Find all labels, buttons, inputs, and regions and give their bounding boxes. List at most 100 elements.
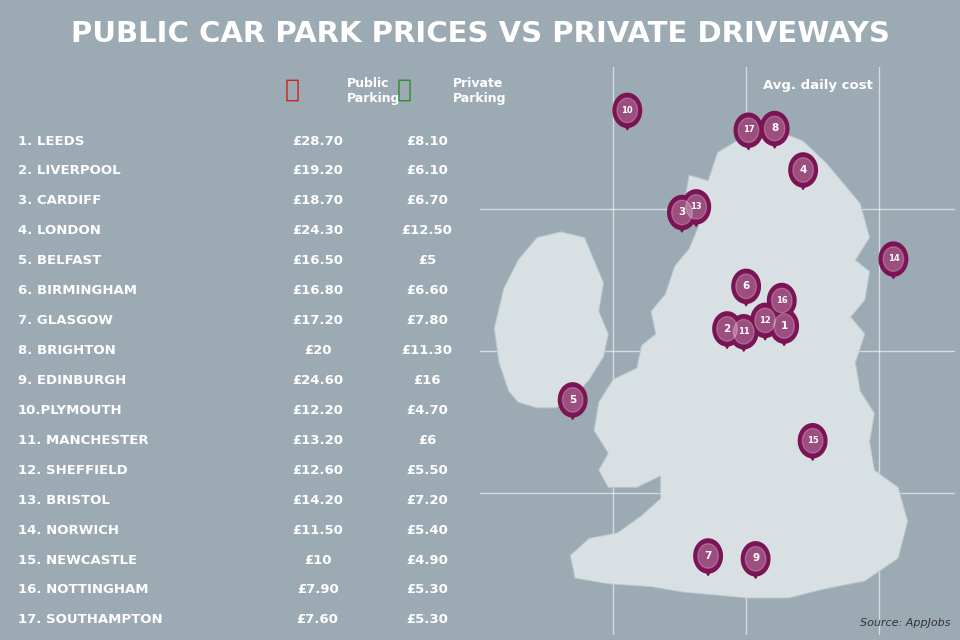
Polygon shape <box>741 542 770 576</box>
Polygon shape <box>619 115 636 130</box>
Text: £19.20: £19.20 <box>292 164 343 177</box>
Polygon shape <box>795 175 811 189</box>
Polygon shape <box>713 312 741 346</box>
Text: £10: £10 <box>304 554 331 566</box>
Circle shape <box>717 317 737 341</box>
Polygon shape <box>774 306 789 320</box>
Text: 12. SHEFFIELD: 12. SHEFFIELD <box>17 464 128 477</box>
Text: 17: 17 <box>743 125 755 134</box>
Text: 8: 8 <box>771 123 779 133</box>
Polygon shape <box>688 212 704 227</box>
Polygon shape <box>564 405 581 419</box>
Text: 6: 6 <box>742 281 750 291</box>
Text: 7: 7 <box>705 550 711 561</box>
Text: 15: 15 <box>806 436 819 445</box>
Text: 9. EDINBURGH: 9. EDINBURGH <box>17 374 126 387</box>
Text: 4. LONDON: 4. LONDON <box>17 225 101 237</box>
Text: 12: 12 <box>759 316 771 324</box>
Text: £5.30: £5.30 <box>406 613 448 627</box>
Text: £7.80: £7.80 <box>406 314 448 327</box>
Polygon shape <box>732 269 760 303</box>
Text: £24.30: £24.30 <box>292 225 344 237</box>
Polygon shape <box>694 539 722 573</box>
Text: 16: 16 <box>776 296 787 305</box>
Circle shape <box>745 547 766 571</box>
Polygon shape <box>570 130 908 598</box>
Text: 1: 1 <box>780 321 788 331</box>
Circle shape <box>733 319 754 344</box>
Text: £7.60: £7.60 <box>297 613 339 627</box>
Text: £12.60: £12.60 <box>292 464 343 477</box>
Text: £11.50: £11.50 <box>292 524 343 536</box>
Circle shape <box>793 157 813 182</box>
Text: £24.60: £24.60 <box>292 374 344 387</box>
Text: £16.80: £16.80 <box>292 284 344 297</box>
Text: £16: £16 <box>414 374 441 387</box>
Text: 🚗: 🚗 <box>397 77 412 102</box>
Polygon shape <box>738 291 754 306</box>
Polygon shape <box>767 134 782 148</box>
Text: 10: 10 <box>621 106 634 115</box>
Text: £14.20: £14.20 <box>292 493 343 507</box>
Text: £6: £6 <box>418 434 436 447</box>
Text: £5.30: £5.30 <box>406 584 448 596</box>
Polygon shape <box>748 564 763 579</box>
Polygon shape <box>751 303 780 337</box>
Polygon shape <box>879 242 908 276</box>
Polygon shape <box>700 561 716 575</box>
Text: 2: 2 <box>724 324 731 333</box>
Text: 14: 14 <box>888 254 900 263</box>
Polygon shape <box>885 264 901 278</box>
Text: £5: £5 <box>418 254 436 268</box>
Text: 16. NOTTINGHAM: 16. NOTTINGHAM <box>17 584 148 596</box>
Text: £12.20: £12.20 <box>292 404 343 417</box>
Text: 5: 5 <box>569 394 576 404</box>
Text: £20: £20 <box>304 344 331 357</box>
Circle shape <box>617 98 637 123</box>
Circle shape <box>563 388 583 412</box>
Text: 5. BELFAST: 5. BELFAST <box>17 254 101 268</box>
Text: £7.90: £7.90 <box>297 584 339 596</box>
Polygon shape <box>757 326 773 340</box>
Text: 8. BRIGHTON: 8. BRIGHTON <box>17 344 115 357</box>
Polygon shape <box>613 93 641 127</box>
Text: £5.50: £5.50 <box>406 464 448 477</box>
Polygon shape <box>770 309 799 343</box>
Text: £5.40: £5.40 <box>406 524 448 536</box>
Polygon shape <box>736 337 752 351</box>
Circle shape <box>672 200 692 225</box>
Text: £4.70: £4.70 <box>406 404 448 417</box>
Text: 3. CARDIFF: 3. CARDIFF <box>17 195 101 207</box>
Text: 4: 4 <box>800 164 806 175</box>
Polygon shape <box>559 383 587 417</box>
Polygon shape <box>674 218 690 232</box>
Text: 1. LEEDS: 1. LEEDS <box>17 134 84 148</box>
Text: 10.PLYMOUTH: 10.PLYMOUTH <box>17 404 122 417</box>
Polygon shape <box>767 284 796 317</box>
Text: £8.10: £8.10 <box>406 134 448 148</box>
Text: Private
Parking: Private Parking <box>452 77 506 105</box>
Text: 15. NEWCASTLE: 15. NEWCASTLE <box>17 554 137 566</box>
Text: £6.10: £6.10 <box>406 164 448 177</box>
Polygon shape <box>719 334 735 349</box>
Polygon shape <box>789 153 817 187</box>
Text: 2. LIVERPOOL: 2. LIVERPOOL <box>17 164 120 177</box>
Circle shape <box>736 274 756 299</box>
Polygon shape <box>741 135 756 150</box>
Text: 9: 9 <box>752 554 759 563</box>
Text: 13: 13 <box>690 202 702 211</box>
Text: 🚗: 🚗 <box>284 77 300 102</box>
Polygon shape <box>734 113 763 147</box>
Text: Source: AppJobs: Source: AppJobs <box>860 618 950 628</box>
Circle shape <box>698 544 718 568</box>
Circle shape <box>803 428 823 453</box>
Polygon shape <box>799 424 827 458</box>
Polygon shape <box>777 331 792 346</box>
Text: £28.70: £28.70 <box>292 134 343 148</box>
Circle shape <box>738 118 758 143</box>
Text: £17.20: £17.20 <box>292 314 343 327</box>
Text: PUBLIC CAR PARK PRICES VS PRIVATE DRIVEWAYS: PUBLIC CAR PARK PRICES VS PRIVATE DRIVEW… <box>71 20 889 47</box>
Text: Avg. daily cost: Avg. daily cost <box>763 79 874 92</box>
Polygon shape <box>760 111 789 145</box>
Text: £6.60: £6.60 <box>406 284 448 297</box>
